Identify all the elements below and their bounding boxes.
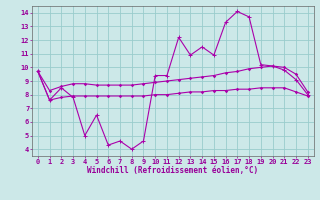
X-axis label: Windchill (Refroidissement éolien,°C): Windchill (Refroidissement éolien,°C): [87, 166, 258, 175]
